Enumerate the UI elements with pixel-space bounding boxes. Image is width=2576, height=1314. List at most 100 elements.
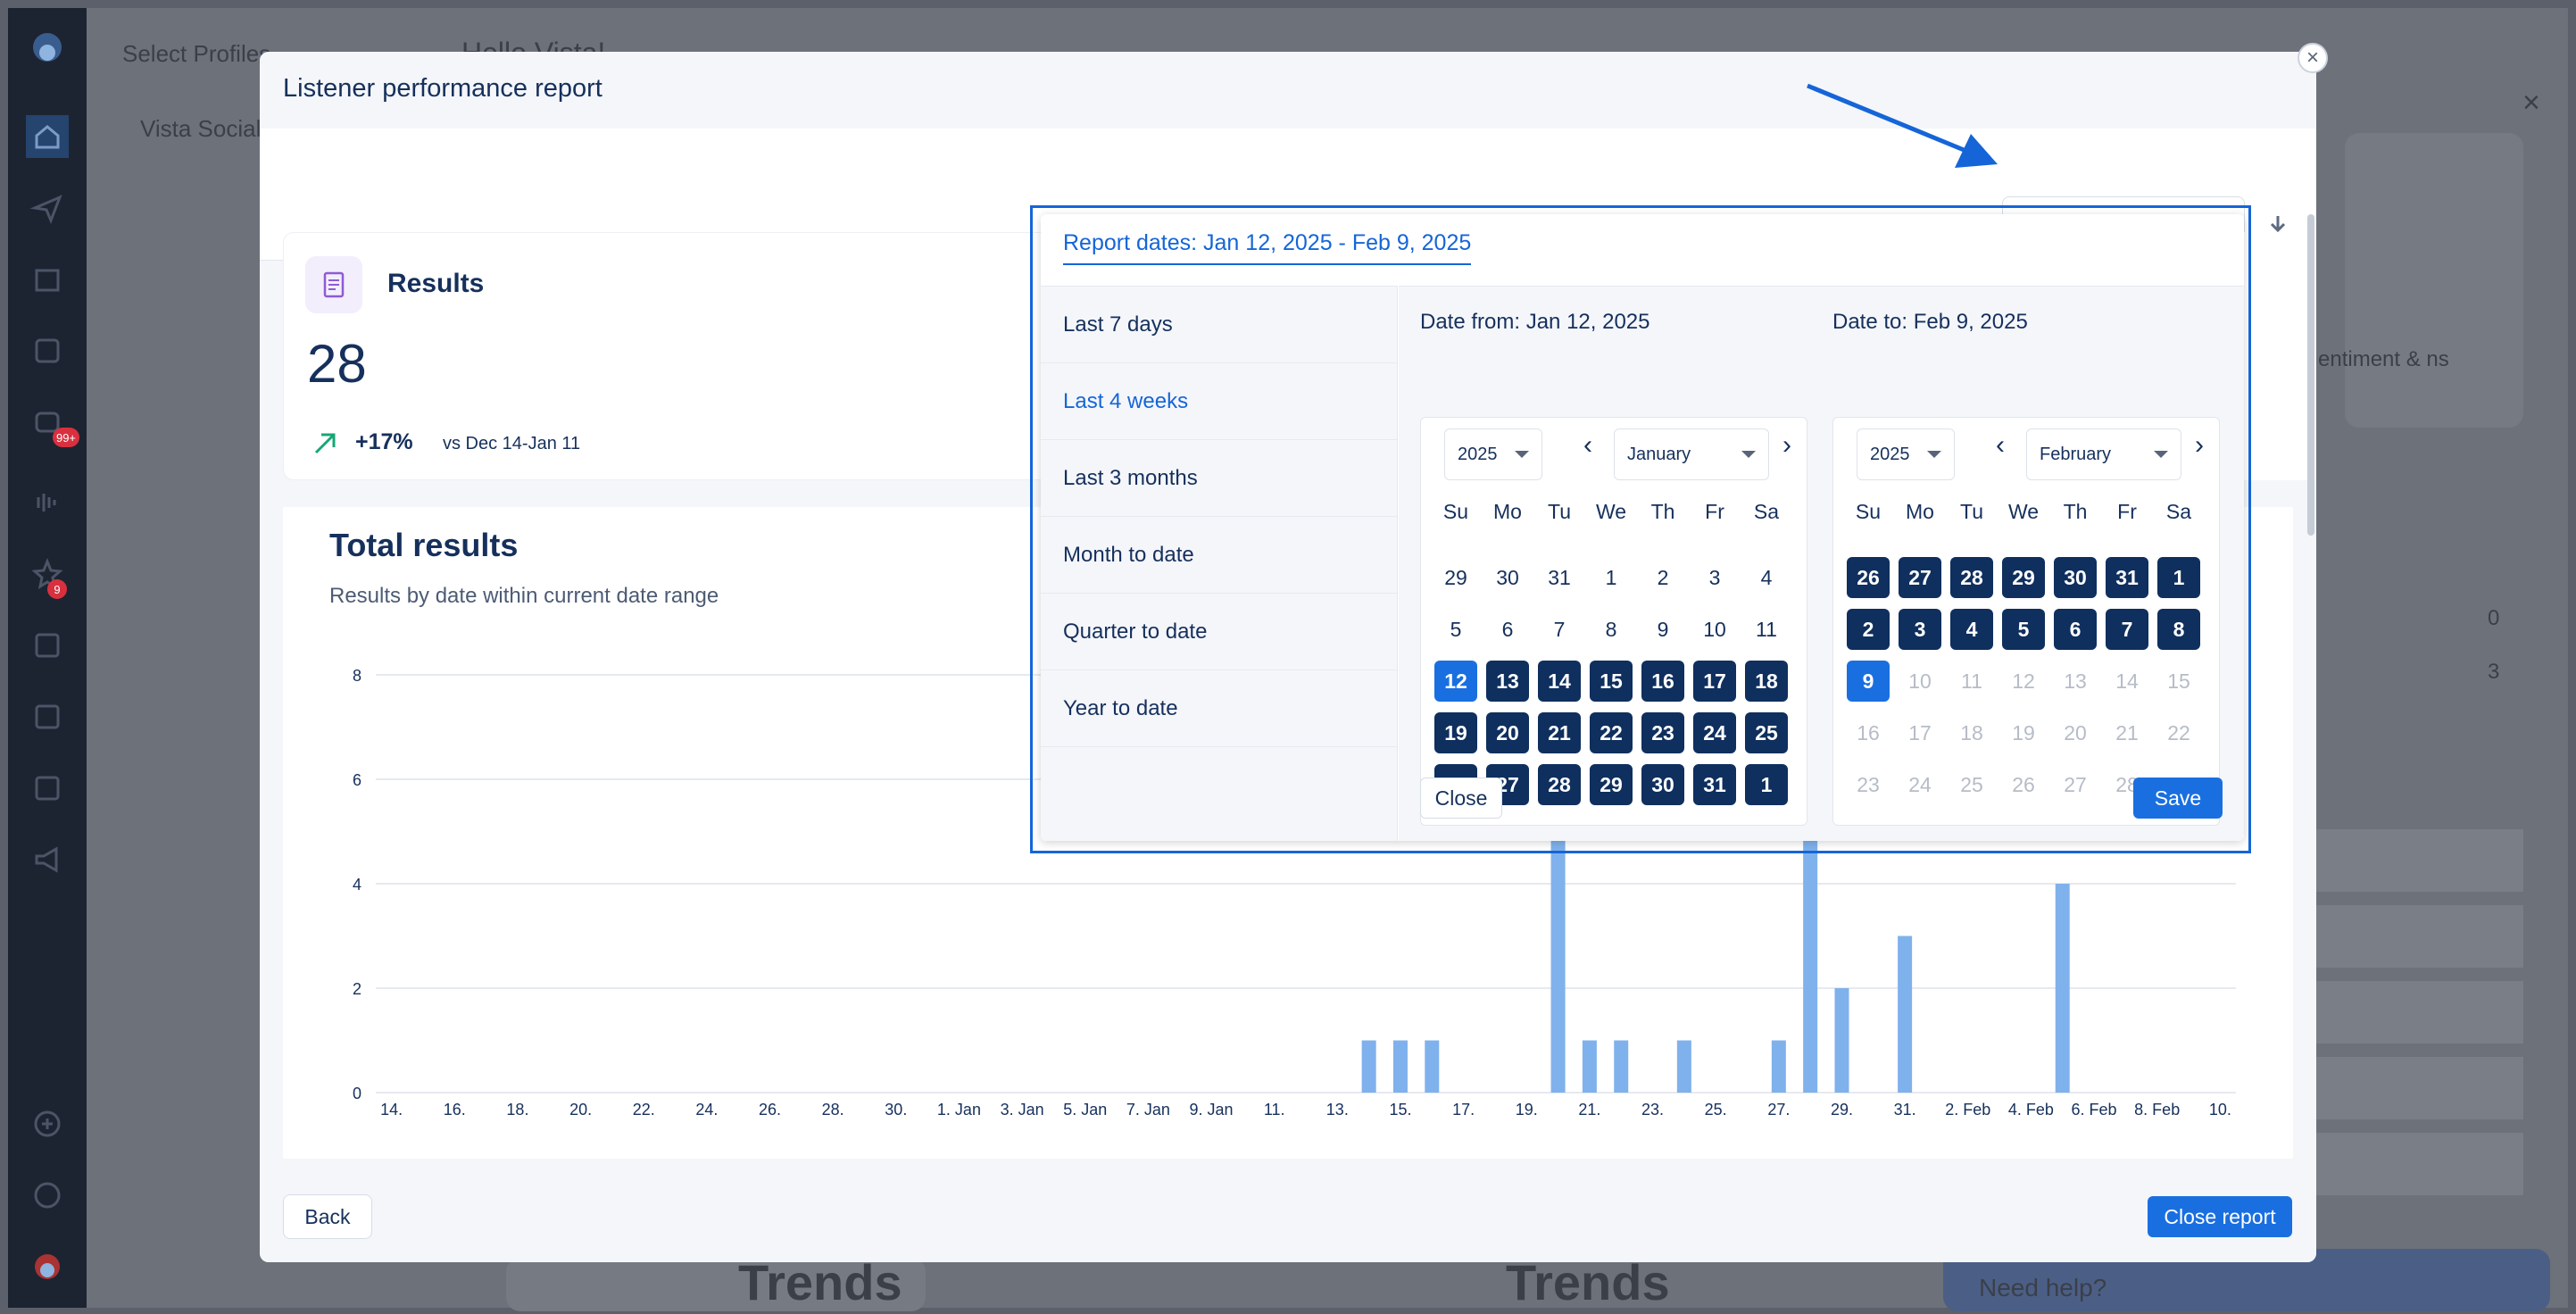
from-month-select[interactable]: January <box>1614 428 1769 480</box>
calendar-day[interactable]: 15 <box>1590 661 1633 702</box>
preset-last-7-days[interactable]: Last 7 days <box>1041 287 1398 363</box>
calendar-day[interactable]: 6 <box>1501 617 1514 641</box>
chart-bar[interactable] <box>2055 884 2070 1093</box>
calendar-day[interactable]: 5 <box>2002 609 2045 650</box>
calendar-day[interactable]: 27 <box>1899 557 1941 598</box>
image-icon[interactable] <box>26 329 69 372</box>
to-year-select[interactable]: 2025 <box>1857 428 1955 480</box>
chart-bar[interactable] <box>1582 1040 1597 1094</box>
calendar-day[interactable]: 4 <box>1760 565 1773 589</box>
tasks-icon[interactable] <box>26 624 69 667</box>
calendar-day[interactable]: 2 <box>1657 565 1669 589</box>
preset-quarter-to-date[interactable]: Quarter to date <box>1041 594 1398 670</box>
calendar-day[interactable]: 4 <box>1950 609 1993 650</box>
calendar-day[interactable]: 30 <box>1496 565 1519 589</box>
chart-bar[interactable] <box>1803 831 1818 1094</box>
calendar-day[interactable]: 3 <box>1899 609 1941 650</box>
calendar-day[interactable]: 22 <box>2167 720 2190 744</box>
picker-save-button[interactable]: Save <box>2133 778 2223 819</box>
calendar-day[interactable]: 13 <box>1486 661 1529 702</box>
calendar-day[interactable]: 3 <box>1708 565 1721 589</box>
preset-year-to-date[interactable]: Year to date <box>1041 670 1398 747</box>
avatar-icon[interactable] <box>26 1245 69 1288</box>
calendar-day[interactable]: 23 <box>1641 712 1684 753</box>
calendar-day[interactable]: 9 <box>1847 661 1890 702</box>
calendar-day[interactable]: 19 <box>2012 720 2035 744</box>
calendar-day[interactable]: 6 <box>2054 609 2097 650</box>
send-icon[interactable] <box>26 187 69 229</box>
calendar-day[interactable]: 18 <box>1960 720 1983 744</box>
calendar-day[interactable]: 24 <box>1693 712 1736 753</box>
calendar-day[interactable]: 11 <box>1961 669 1982 693</box>
calendar-day[interactable]: 10 <box>1908 669 1932 693</box>
calendar-day[interactable]: 9 <box>1657 617 1669 641</box>
picker-close-button[interactable]: Close <box>1420 778 1502 819</box>
calendar-day[interactable]: 1 <box>1745 764 1788 805</box>
calendar-day[interactable]: 12 <box>2012 669 2035 693</box>
calendar-day[interactable]: 21 <box>1538 712 1581 753</box>
inbox-icon[interactable] <box>26 401 69 444</box>
calendar-day[interactable]: 31 <box>1693 764 1736 805</box>
calendar-day[interactable]: 14 <box>1538 661 1581 702</box>
outer-close-icon[interactable]: × <box>2522 86 2540 120</box>
star-icon[interactable] <box>26 553 69 595</box>
calendar-day[interactable]: 26 <box>2012 772 2035 796</box>
close-report-button[interactable]: Close report <box>2148 1196 2292 1237</box>
calendar-icon[interactable] <box>26 258 69 301</box>
calendar-day[interactable]: 17 <box>1693 661 1736 702</box>
calendar-day[interactable]: 20 <box>1486 712 1529 753</box>
calendar-day[interactable]: 11 <box>1756 617 1777 641</box>
calendar-day[interactable]: 30 <box>1641 764 1684 805</box>
next-month-icon[interactable]: › <box>1782 430 1791 460</box>
calendar-day[interactable]: 21 <box>2115 720 2139 744</box>
back-button[interactable]: Back <box>283 1194 372 1239</box>
help-icon[interactable] <box>26 1174 69 1217</box>
calendar-day[interactable]: 24 <box>1908 772 1932 796</box>
prev-month-icon[interactable]: ‹ <box>1583 430 1592 460</box>
calendar-day[interactable]: 23 <box>1857 772 1880 796</box>
calendar-day[interactable]: 20 <box>2064 720 2087 744</box>
calendar-day[interactable]: 31 <box>1548 565 1571 589</box>
calendar-day[interactable]: 7 <box>2106 609 2148 650</box>
calendar-day[interactable]: 7 <box>1553 617 1566 641</box>
chart-bar[interactable] <box>1614 1040 1629 1094</box>
add-icon[interactable] <box>26 1102 69 1145</box>
next-month-icon[interactable]: › <box>2195 430 2204 460</box>
preset-last-3-months[interactable]: Last 3 months <box>1041 440 1398 517</box>
reports-icon[interactable] <box>26 695 69 738</box>
calendar-day[interactable]: 27 <box>2064 772 2087 796</box>
calendar-day[interactable]: 25 <box>1745 712 1788 753</box>
calendar-day[interactable]: 31 <box>2106 557 2148 598</box>
chart-bar[interactable] <box>1771 1040 1786 1094</box>
calendar-day[interactable]: 15 <box>2167 669 2190 693</box>
calendar-day[interactable]: 5 <box>1450 617 1462 641</box>
prev-month-icon[interactable]: ‹ <box>1996 430 2005 460</box>
calendar-day[interactable]: 29 <box>2002 557 2045 598</box>
preset-last-4-weeks[interactable]: Last 4 weeks <box>1041 363 1398 440</box>
calendar-day[interactable]: 8 <box>2157 609 2200 650</box>
calendar-day[interactable]: 22 <box>1590 712 1633 753</box>
chart-bar[interactable] <box>1361 1040 1376 1094</box>
calendar-day[interactable]: 30 <box>2054 557 2097 598</box>
logo-icon[interactable] <box>26 26 69 69</box>
listening-icon[interactable] <box>26 481 69 524</box>
layout-icon[interactable] <box>26 767 69 810</box>
chart-bar[interactable] <box>1392 1040 1408 1094</box>
calendar-day[interactable]: 17 <box>1908 720 1932 744</box>
calendar-day[interactable]: 18 <box>1745 661 1788 702</box>
modal-close-icon[interactable]: × <box>2298 43 2328 73</box>
chart-bar[interactable] <box>1676 1040 1691 1094</box>
calendar-day[interactable]: 13 <box>2064 669 2087 693</box>
calendar-day[interactable]: 29 <box>1444 565 1467 589</box>
calendar-day[interactable]: 1 <box>2157 557 2200 598</box>
modal-scrollbar[interactable] <box>2307 214 2314 536</box>
calendar-day[interactable]: 12 <box>1434 661 1477 702</box>
calendar-day[interactable]: 25 <box>1960 772 1983 796</box>
calendar-day[interactable]: 16 <box>1641 661 1684 702</box>
chart-bar[interactable] <box>1425 1040 1440 1094</box>
calendar-day[interactable]: 29 <box>1590 764 1633 805</box>
calendar-day[interactable]: 8 <box>1605 617 1617 641</box>
calendar-day[interactable]: 28 <box>1950 557 1993 598</box>
calendar-day[interactable]: 14 <box>2115 669 2139 693</box>
preset-month-to-date[interactable]: Month to date <box>1041 517 1398 594</box>
